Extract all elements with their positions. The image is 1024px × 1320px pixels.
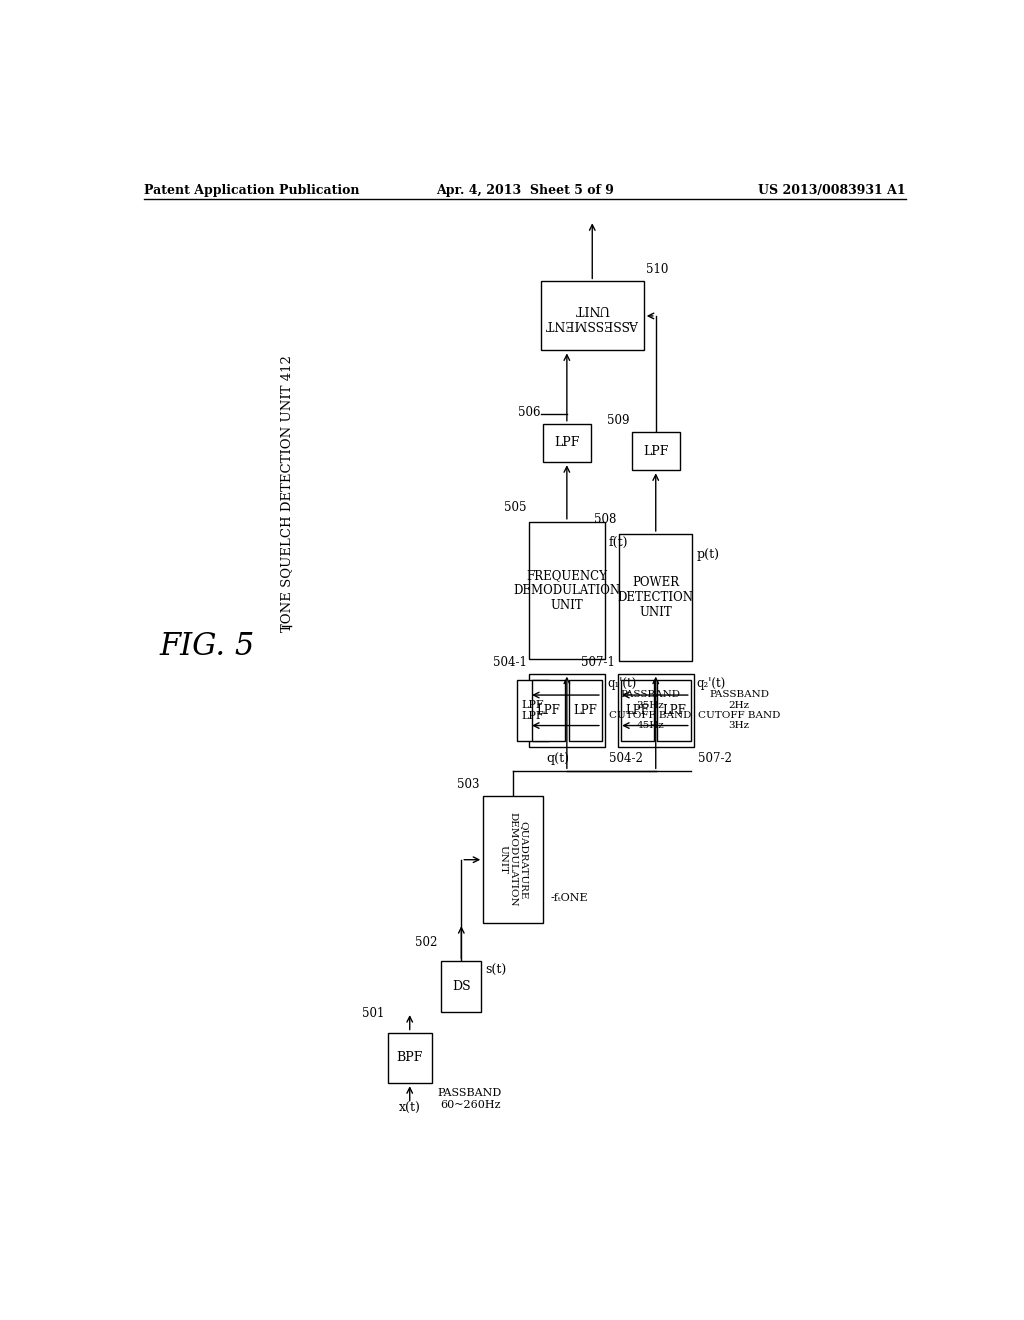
- Text: -fₜONE: -fₜONE: [551, 892, 588, 903]
- FancyBboxPatch shape: [568, 680, 602, 741]
- Text: q(t): q(t): [547, 752, 569, 766]
- Text: 503: 503: [457, 777, 479, 791]
- FancyBboxPatch shape: [621, 680, 654, 741]
- FancyBboxPatch shape: [657, 680, 691, 741]
- Text: x(t): x(t): [398, 1102, 421, 1114]
- Text: 506: 506: [518, 405, 541, 418]
- Text: p(t): p(t): [696, 548, 719, 561]
- Text: q₂'(t): q₂'(t): [696, 677, 725, 690]
- Text: 510: 510: [646, 263, 669, 276]
- Text: DS: DS: [452, 981, 471, 993]
- Text: LPF: LPF: [643, 445, 669, 458]
- Text: LPF: LPF: [537, 704, 560, 717]
- Text: LPF: LPF: [626, 704, 649, 717]
- Text: LPF: LPF: [573, 704, 597, 717]
- Text: PASSBAND
60~260Hz: PASSBAND 60~260Hz: [438, 1089, 502, 1110]
- FancyBboxPatch shape: [620, 535, 692, 661]
- Text: f(t): f(t): [608, 536, 628, 549]
- Text: ASSESSMENT
UNIT: ASSESSMENT UNIT: [546, 302, 639, 330]
- FancyBboxPatch shape: [517, 680, 549, 741]
- Text: 505: 505: [504, 500, 526, 513]
- FancyBboxPatch shape: [529, 521, 604, 659]
- Text: LPF
LPF: LPF LPF: [521, 700, 544, 721]
- Text: FREQUENCY
DEMODULATION
UNIT: FREQUENCY DEMODULATION UNIT: [513, 569, 621, 612]
- Text: 501: 501: [361, 1007, 384, 1020]
- FancyBboxPatch shape: [617, 673, 694, 747]
- Text: 507-1: 507-1: [582, 656, 615, 669]
- Text: LPF: LPF: [554, 437, 580, 450]
- Text: 508: 508: [595, 513, 616, 525]
- Text: TONE SQUELCH DETECTION UNIT 412: TONE SQUELCH DETECTION UNIT 412: [281, 355, 293, 632]
- FancyBboxPatch shape: [543, 424, 591, 462]
- FancyBboxPatch shape: [531, 680, 565, 741]
- Text: 507-2: 507-2: [697, 752, 732, 766]
- FancyBboxPatch shape: [388, 1032, 431, 1084]
- FancyBboxPatch shape: [441, 961, 481, 1012]
- Text: 504-1: 504-1: [493, 656, 526, 669]
- Text: Patent Application Publication: Patent Application Publication: [143, 185, 359, 198]
- Text: PASSBAND
2Hz
CUTOFF BAND
3Hz: PASSBAND 2Hz CUTOFF BAND 3Hz: [697, 690, 780, 730]
- FancyBboxPatch shape: [483, 796, 543, 923]
- Text: 509: 509: [607, 413, 630, 426]
- Text: POWER
DETECTION
UNIT: POWER DETECTION UNIT: [617, 576, 693, 619]
- Text: US 2013/0083931 A1: US 2013/0083931 A1: [758, 185, 905, 198]
- FancyBboxPatch shape: [528, 673, 605, 747]
- Text: s(t): s(t): [485, 964, 507, 977]
- FancyBboxPatch shape: [632, 432, 680, 470]
- Text: 504-2: 504-2: [609, 752, 643, 766]
- Text: QUADRATURE
DEMODULATION
UNIT: QUADRATURE DEMODULATION UNIT: [498, 812, 527, 907]
- Text: q₁'(t): q₁'(t): [607, 677, 637, 690]
- Text: FIG. 5: FIG. 5: [160, 631, 255, 661]
- Text: 502: 502: [415, 936, 437, 949]
- Text: PASSBAND
35Hz
CUTOFF BAND
45Hz: PASSBAND 35Hz CUTOFF BAND 45Hz: [609, 690, 691, 730]
- FancyBboxPatch shape: [541, 281, 644, 351]
- Text: Apr. 4, 2013  Sheet 5 of 9: Apr. 4, 2013 Sheet 5 of 9: [436, 185, 613, 198]
- Text: BPF: BPF: [396, 1052, 423, 1064]
- Text: LPF: LPF: [663, 704, 686, 717]
